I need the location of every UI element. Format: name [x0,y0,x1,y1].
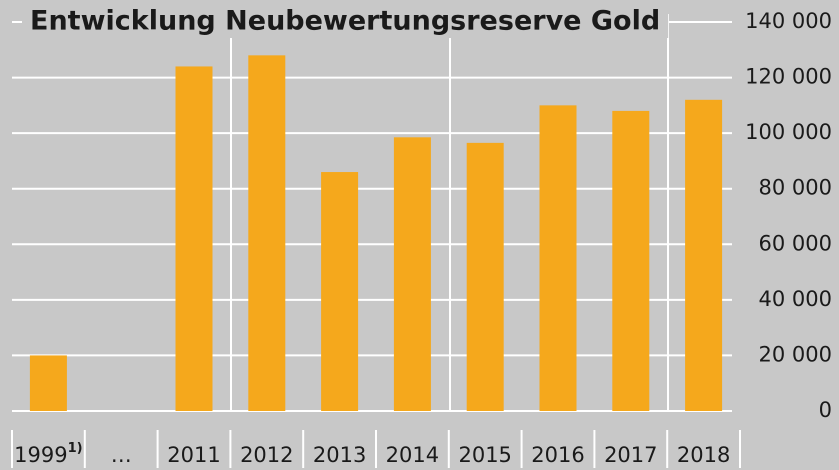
y-tick-label: 60 000 [759,231,832,255]
x-tick-text: 1999 [14,443,67,467]
x-tick-text: 2016 [531,443,584,467]
x-tick-text: … [111,443,132,467]
x-tick-text: 2013 [313,443,366,467]
x-tick-label: 2017 [604,443,657,467]
bar [685,99,723,412]
x-tick-label: 19991) [14,441,82,468]
x-tick-label: 2012 [240,443,293,467]
y-tick-label: 40 000 [759,287,832,311]
x-tick-text: 2018 [677,443,730,467]
x-tick-text: 2014 [386,443,439,467]
y-tick-label: 80 000 [759,176,832,200]
bar [175,66,213,411]
separators [230,14,669,411]
y-tick-label: 0 [819,398,832,422]
x-tick-text: 2012 [240,443,293,467]
x-tick-label: 2016 [531,443,584,467]
bar [393,137,431,411]
title-background [22,8,669,38]
bar [29,355,67,411]
bar [539,105,577,411]
x-tick-label: 2013 [313,443,366,467]
y-tick-label: 120 000 [745,65,832,89]
x-tick-label: … [111,443,132,467]
x-tick-label: 2011 [167,443,220,467]
x-tick-superscript: 1) [68,441,83,456]
y-tick-label: 20 000 [759,342,832,366]
bar [466,142,504,411]
bar [321,172,359,411]
x-tick-text: 2017 [604,443,657,467]
x-tick-label: 2014 [386,443,439,467]
x-tick-text: 2015 [458,443,511,467]
x-tick-label: 2015 [458,443,511,467]
bar [248,55,286,411]
y-tick-label: 100 000 [745,120,832,144]
x-tick-label: 2018 [677,443,730,467]
y-tick-label: 140 000 [745,9,832,33]
chart-title: Entwicklung Neubewertungsreserve Gold [30,6,660,37]
x-tick-text: 2011 [167,443,220,467]
bar [612,110,650,412]
